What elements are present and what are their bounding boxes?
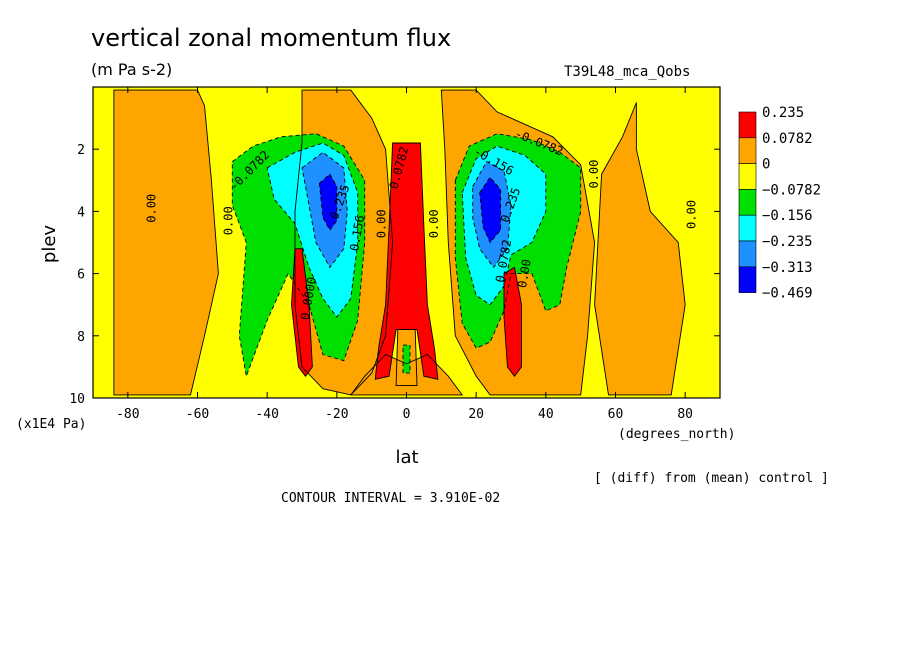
contour-line bbox=[503, 266, 522, 377]
contour-label: 0.00 bbox=[145, 194, 159, 223]
contour-line bbox=[349, 353, 464, 396]
colorbar-legend: 0.235 0.0782 0 −0.0782 −0.156 −0.235 −0.313 −0.… bbox=[738, 105, 821, 302]
x-tick-label: 20 bbox=[468, 407, 484, 422]
contour-label: 0.00 bbox=[427, 209, 441, 238]
colorbar-label: −0.469 bbox=[762, 286, 813, 302]
contour-line bbox=[231, 133, 366, 378]
y-tick-label: 6 bbox=[77, 268, 85, 283]
contour-line bbox=[318, 173, 338, 231]
contour-line bbox=[301, 151, 348, 269]
contour-line bbox=[294, 89, 394, 396]
x-tick-label: 0 bbox=[403, 407, 411, 422]
contour-label: 0.00 bbox=[375, 209, 389, 238]
colorbar-swatch bbox=[738, 137, 757, 164]
contour-label: 0.00 bbox=[587, 160, 601, 189]
y-tick-label: 4 bbox=[77, 205, 85, 220]
y-tick-label: 8 bbox=[77, 330, 85, 345]
colorbar-label: 0.235 bbox=[762, 105, 804, 121]
contour-label: 0.156 bbox=[347, 214, 367, 252]
contour-fill-region bbox=[403, 345, 410, 374]
contour-fill-region bbox=[594, 102, 686, 395]
contour-line bbox=[395, 329, 418, 387]
contour-line bbox=[594, 102, 686, 396]
colorbar-label: −0.313 bbox=[762, 260, 813, 276]
x-tick-label: -20 bbox=[325, 407, 348, 422]
contour-line bbox=[479, 176, 502, 244]
colorbar-swatch bbox=[738, 240, 757, 268]
contour-label: 0.00 bbox=[221, 206, 235, 235]
contour-fills bbox=[113, 90, 686, 395]
y-axis-label: plev bbox=[39, 225, 60, 264]
chart-subtitle: (m Pa s-2) bbox=[91, 60, 172, 79]
colorbar-label: −0.0782 bbox=[762, 182, 821, 198]
colorbar-label: 0.0782 bbox=[762, 131, 813, 147]
colorbar-label: 0 bbox=[762, 157, 770, 173]
x-tick-label: -80 bbox=[116, 407, 139, 422]
x-axis-label: lat bbox=[395, 447, 418, 468]
contour-line bbox=[461, 145, 547, 306]
contour-fill-region bbox=[479, 177, 501, 243]
run-label: T39L48_mca_Qobs bbox=[564, 64, 690, 80]
colorbar-label: −0.156 bbox=[762, 208, 813, 224]
colorbar-swatch bbox=[738, 189, 757, 216]
contour-line bbox=[113, 89, 219, 396]
contour-line bbox=[291, 248, 313, 377]
contour-line bbox=[440, 89, 596, 396]
contour-line bbox=[472, 160, 512, 269]
contour-fill-region bbox=[291, 248, 313, 377]
colorbar-swatch bbox=[738, 111, 757, 139]
contour-label: 0.00 bbox=[685, 200, 699, 229]
diff-note: [ (diff) from (mean) control ] bbox=[594, 471, 829, 486]
x-tick-label: -40 bbox=[255, 407, 278, 422]
colorbar-label: −0.235 bbox=[762, 234, 813, 250]
x-axis-ticks: -80 -60 -40 -20 0 20 40 60 80 bbox=[116, 87, 693, 422]
contour-fill-region bbox=[375, 143, 438, 380]
contour-line bbox=[266, 142, 359, 318]
contour-fill-region bbox=[113, 90, 219, 395]
y-axis-unit: (x1E4 Pa) bbox=[16, 417, 86, 432]
y-axis-ticks: 2 4 6 8 10 bbox=[69, 143, 720, 407]
x-tick-label: 80 bbox=[677, 407, 693, 422]
contour-line bbox=[402, 344, 411, 374]
y-tick-label: 10 bbox=[69, 392, 85, 407]
contour-interval: CONTOUR INTERVAL = 3.910E-02 bbox=[281, 491, 500, 506]
contour-label: 0.00 bbox=[515, 258, 534, 289]
x-tick-label: 40 bbox=[538, 407, 554, 422]
y-tick-label: 2 bbox=[77, 143, 85, 158]
x-axis-unit: (degrees_north) bbox=[618, 427, 735, 442]
contour-fill-region bbox=[319, 174, 337, 231]
colorbar-swatch bbox=[738, 163, 757, 190]
chart-title: vertical zonal momentum flux bbox=[91, 24, 451, 52]
x-tick-label: -60 bbox=[186, 407, 209, 422]
x-tick-label: 60 bbox=[608, 407, 624, 422]
colorbar-swatch bbox=[738, 266, 757, 293]
contour-fill-region bbox=[504, 267, 522, 377]
colorbar-swatch bbox=[738, 214, 757, 242]
contour-line bbox=[374, 142, 439, 380]
contour-lines bbox=[113, 89, 686, 396]
